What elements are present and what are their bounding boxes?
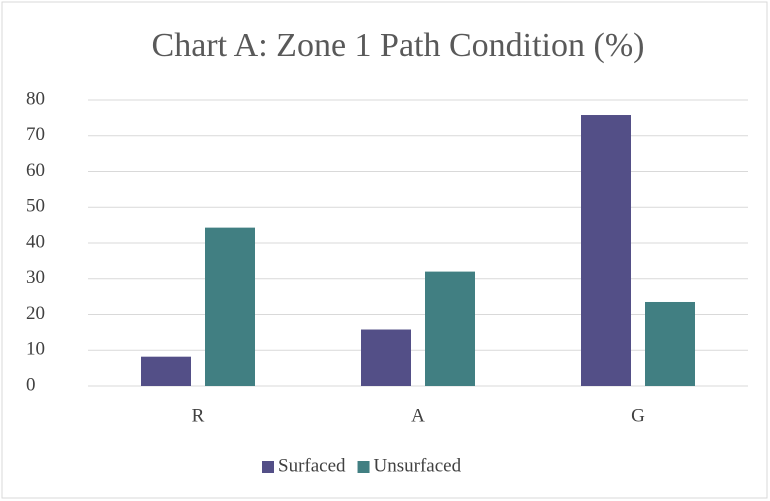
- bar: [361, 329, 411, 386]
- chart-title: Chart A: Zone 1 Path Condition (%): [152, 27, 645, 64]
- x-tick-label: G: [631, 405, 645, 426]
- bar: [645, 301, 695, 386]
- y-tick-label: 0: [26, 374, 36, 395]
- y-tick-label: 70: [26, 124, 45, 145]
- y-tick-label: 50: [26, 196, 45, 217]
- y-tick-label: 10: [26, 339, 45, 360]
- bar: [425, 271, 475, 386]
- x-tick-label: A: [411, 405, 425, 426]
- y-tick-label: 40: [26, 231, 45, 252]
- legend-swatch: [262, 461, 274, 473]
- x-tick-label: R: [192, 405, 205, 426]
- y-tick-label: 30: [26, 267, 45, 288]
- bar: [205, 227, 255, 386]
- y-tick-label: 20: [26, 303, 45, 324]
- bar: [141, 356, 191, 386]
- y-tick-label: 80: [26, 88, 45, 109]
- legend-swatch: [357, 461, 370, 473]
- bar: [581, 115, 631, 386]
- y-tick-label: 60: [26, 160, 45, 181]
- legend-label: Unsurfaced: [374, 455, 462, 476]
- legend-label: Surfaced: [278, 455, 346, 476]
